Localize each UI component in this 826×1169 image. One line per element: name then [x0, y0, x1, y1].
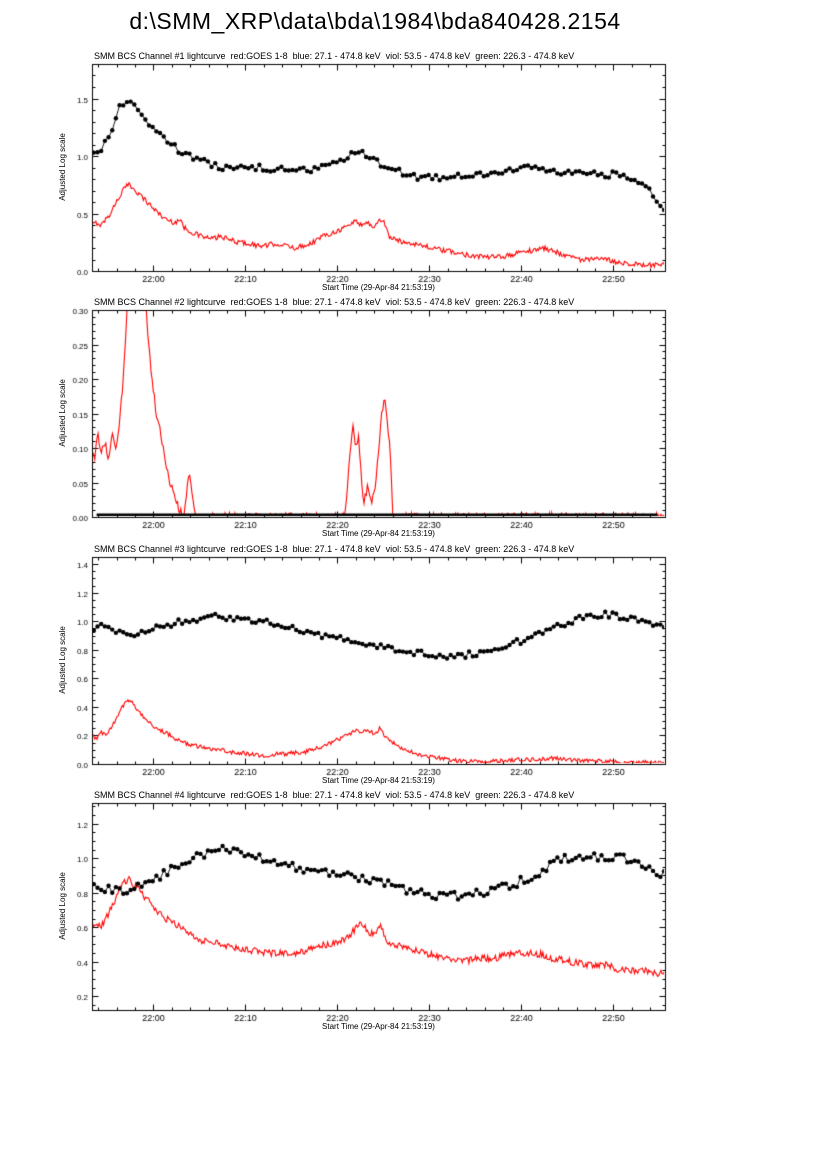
channel-4-y-axis-label: Adjusted Log scale [58, 872, 67, 940]
channel-1-y-axis-label: Adjusted Log scale [58, 133, 67, 201]
channel-4-x-axis-label: Start Time (29-Apr-84 21:53:19) [322, 1022, 435, 1031]
channel-2-panel: SMM BCS Channel #2 lightcurve red:GOES 1… [0, 296, 760, 546]
channel-4-title: SMM BCS Channel #4 lightcurve red:GOES 1… [94, 790, 575, 800]
channel-2-y-axis-label: Adjusted Log scale [58, 379, 67, 447]
channel-4-plot-canvas [0, 789, 760, 1039]
channel-1-title: SMM BCS Channel #1 lightcurve red:GOES 1… [94, 51, 575, 61]
page-title: d:\SMM_XRP\data\bda\1984\bda840428.2154 [129, 8, 621, 34]
channel-1-x-axis-label: Start Time (29-Apr-84 21:53:19) [322, 283, 435, 292]
channel-3-panel: SMM BCS Channel #3 lightcurve red:GOES 1… [0, 543, 760, 793]
channel-3-plot-canvas [0, 543, 760, 793]
channel-3-x-axis-label: Start Time (29-Apr-84 21:53:19) [322, 776, 435, 785]
channel-2-plot-canvas [0, 296, 760, 546]
channel-3-title: SMM BCS Channel #3 lightcurve red:GOES 1… [94, 544, 575, 554]
channel-2-title: SMM BCS Channel #2 lightcurve red:GOES 1… [94, 297, 575, 307]
channel-4-panel: SMM BCS Channel #4 lightcurve red:GOES 1… [0, 789, 760, 1039]
channel-1-panel: SMM BCS Channel #1 lightcurve red:GOES 1… [0, 50, 760, 300]
channel-2-x-axis-label: Start Time (29-Apr-84 21:53:19) [322, 529, 435, 538]
channel-3-y-axis-label: Adjusted Log scale [58, 626, 67, 694]
channel-1-plot-canvas [0, 50, 760, 300]
